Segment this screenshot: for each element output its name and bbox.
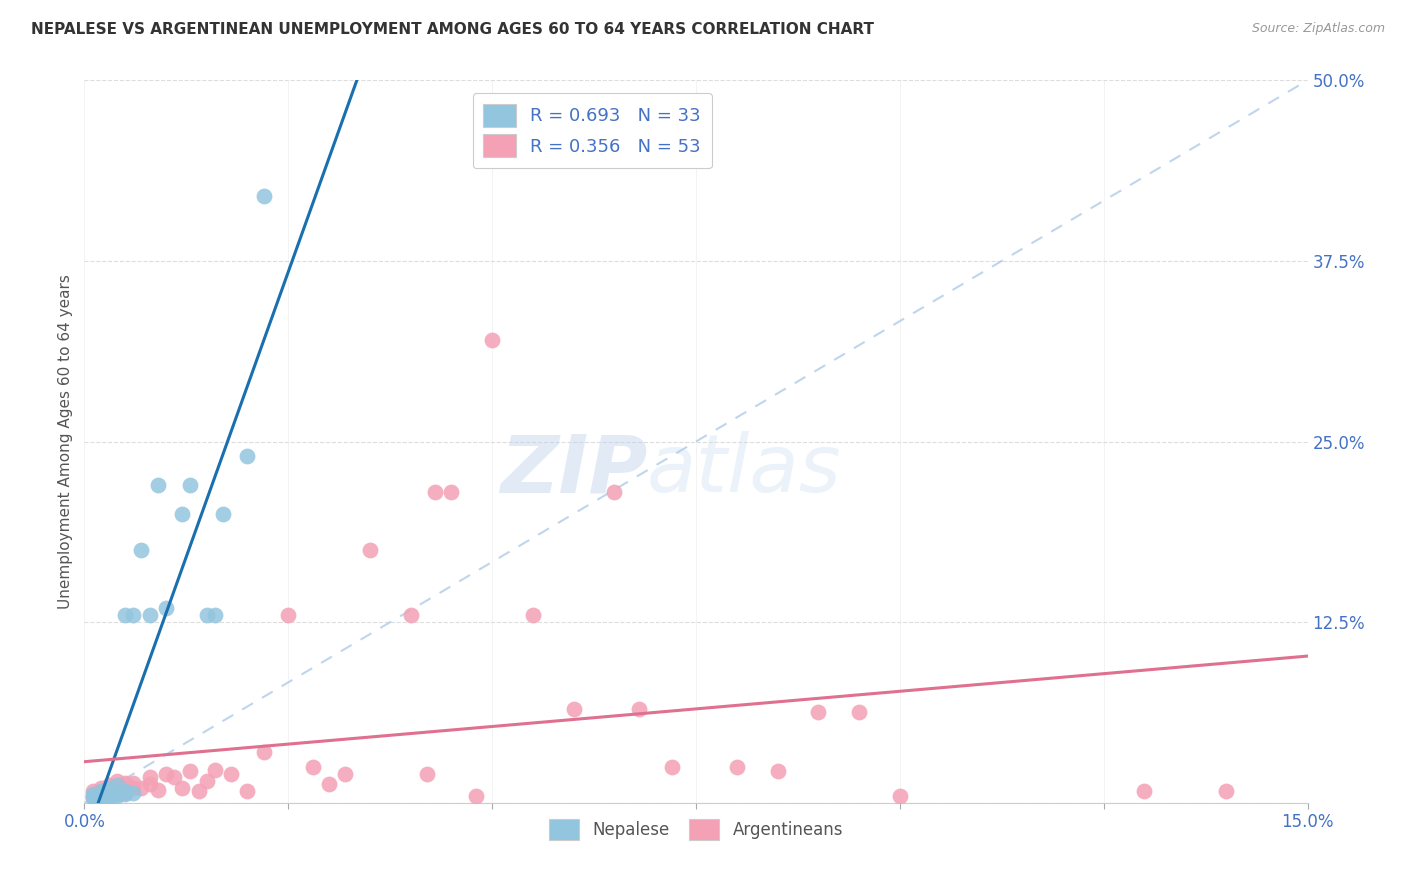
Point	[603, 485, 626, 500]
Point	[122, 786, 145, 800]
Point	[131, 542, 153, 557]
Point	[253, 189, 276, 203]
Point	[97, 784, 120, 798]
Point	[236, 449, 259, 463]
Point	[131, 781, 153, 796]
Point	[138, 770, 160, 784]
Point	[146, 782, 169, 797]
Point	[195, 774, 218, 789]
Point	[889, 789, 911, 803]
Point	[114, 784, 136, 798]
Point	[187, 784, 209, 798]
Point	[277, 607, 299, 622]
Point	[172, 781, 194, 796]
Legend: Nepalese, Argentineans: Nepalese, Argentineans	[540, 811, 852, 848]
Point	[138, 777, 160, 791]
Point	[82, 791, 104, 805]
Point	[204, 607, 226, 622]
Point	[90, 791, 112, 805]
Point	[179, 478, 201, 492]
Text: atlas: atlas	[647, 432, 842, 509]
Point	[399, 607, 422, 622]
Point	[562, 702, 585, 716]
Point	[155, 600, 177, 615]
Point	[97, 784, 120, 798]
Point	[122, 775, 145, 789]
Text: NEPALESE VS ARGENTINEAN UNEMPLOYMENT AMONG AGES 60 TO 64 YEARS CORRELATION CHART: NEPALESE VS ARGENTINEAN UNEMPLOYMENT AMO…	[31, 22, 875, 37]
Point	[163, 770, 186, 784]
Point	[114, 781, 136, 796]
Text: Source: ZipAtlas.com: Source: ZipAtlas.com	[1251, 22, 1385, 36]
Point	[82, 790, 104, 805]
Point	[172, 507, 194, 521]
Point	[219, 767, 242, 781]
Point	[82, 784, 104, 798]
Point	[522, 607, 544, 622]
Point	[481, 334, 503, 348]
Point	[848, 705, 870, 719]
Point	[105, 787, 128, 801]
Point	[138, 607, 160, 622]
Point	[179, 764, 201, 778]
Point	[423, 485, 446, 500]
Point	[146, 478, 169, 492]
Point	[97, 789, 120, 803]
Point	[212, 507, 235, 521]
Point	[114, 607, 136, 622]
Point	[440, 485, 463, 500]
Point	[90, 790, 112, 805]
Point	[90, 781, 112, 796]
Point	[122, 781, 145, 796]
Point	[301, 760, 323, 774]
Point	[82, 787, 104, 801]
Point	[82, 789, 104, 803]
Point	[105, 782, 128, 797]
Point	[725, 760, 748, 774]
Point	[661, 760, 683, 774]
Point	[90, 789, 112, 803]
Point	[105, 779, 128, 793]
Point	[416, 767, 439, 781]
Point	[204, 763, 226, 777]
Point	[359, 542, 381, 557]
Point	[195, 607, 218, 622]
Point	[105, 787, 128, 801]
Text: ZIP: ZIP	[499, 432, 647, 509]
Point	[90, 784, 112, 798]
Point	[1133, 784, 1156, 798]
Point	[97, 779, 120, 793]
Point	[105, 774, 128, 789]
Point	[122, 607, 145, 622]
Point	[114, 787, 136, 801]
Point	[807, 705, 830, 719]
Point	[155, 767, 177, 781]
Point	[766, 764, 789, 778]
Point	[114, 786, 136, 800]
Point	[114, 775, 136, 789]
Point	[90, 786, 112, 800]
Point	[90, 786, 112, 800]
Point	[105, 789, 128, 803]
Point	[97, 781, 120, 796]
Point	[236, 784, 259, 798]
Point	[335, 767, 357, 781]
Point	[464, 789, 486, 803]
Point	[253, 745, 276, 759]
Y-axis label: Unemployment Among Ages 60 to 64 years: Unemployment Among Ages 60 to 64 years	[58, 274, 73, 609]
Point	[97, 790, 120, 805]
Point	[318, 777, 340, 791]
Point	[97, 787, 120, 801]
Point	[105, 786, 128, 800]
Point	[627, 702, 650, 716]
Point	[1215, 784, 1237, 798]
Point	[97, 789, 120, 803]
Point	[90, 790, 112, 805]
